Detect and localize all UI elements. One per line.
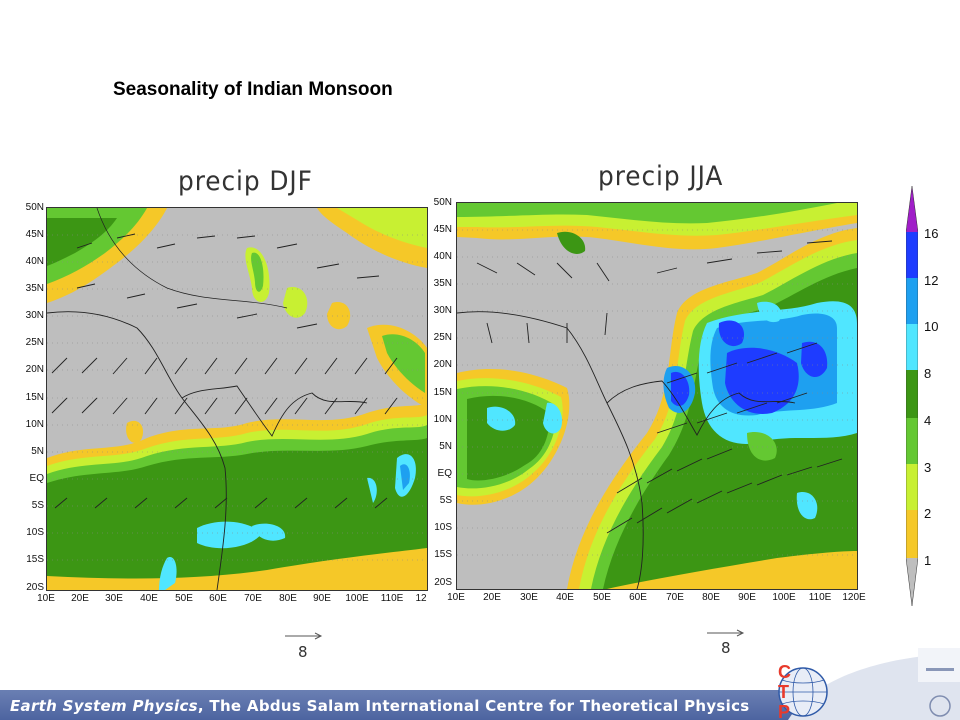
- colorbar-segment: [906, 278, 918, 324]
- footer-rest: , The Abdus Salam International Centre f…: [197, 697, 750, 715]
- lon-label: 40E: [556, 592, 574, 603]
- lon-label: 60E: [629, 592, 647, 603]
- lon-label: 30E: [105, 593, 123, 604]
- colorbar-top-triangle: [906, 186, 918, 232]
- lon-label: 70E: [244, 593, 262, 604]
- lat-label: 5S: [439, 495, 452, 506]
- colorbar-label: 3: [924, 460, 932, 475]
- jja-map-graphic: [457, 203, 857, 589]
- lat-label: 10S: [26, 527, 44, 538]
- colorbar-segment: [906, 370, 918, 418]
- lon-label: 50E: [175, 593, 193, 604]
- lon-label: 50E: [593, 592, 611, 603]
- jja-precip-map: [456, 202, 858, 590]
- lon-label: 90E: [313, 593, 331, 604]
- lat-label: 30N: [433, 305, 452, 316]
- lat-label: 25N: [433, 332, 452, 343]
- lat-label: 20S: [26, 582, 44, 593]
- lat-label: 15N: [25, 392, 44, 403]
- colorbar-segment: [906, 418, 918, 464]
- djf-precip-map: [46, 207, 428, 591]
- lat-label: EQ: [29, 473, 44, 484]
- lat-label: 5N: [439, 441, 452, 452]
- lat-label: 45N: [25, 229, 44, 240]
- lat-label: EQ: [437, 468, 452, 479]
- lon-label: 40E: [140, 593, 158, 604]
- lon-label: 80E: [279, 593, 297, 604]
- lon-label: 20E: [71, 593, 89, 604]
- colorbar-segment: [906, 232, 918, 278]
- logo-letter: T: [778, 682, 789, 702]
- lat-label: 20N: [25, 364, 44, 375]
- jja-map-title: precip JJA: [598, 161, 724, 192]
- lon-label: 120E: [842, 592, 866, 603]
- colorbar-label: 8: [924, 366, 932, 381]
- colorbar-label: 1: [924, 553, 932, 568]
- lon-label: 10E: [37, 593, 55, 604]
- colorbar-segment: [906, 510, 918, 558]
- djf-reference-vector-arrow: [285, 632, 323, 640]
- colorbar-bottom-triangle: [906, 558, 918, 606]
- lon-label: 30E: [520, 592, 538, 603]
- lon-label: 110E: [808, 592, 832, 603]
- lat-label: 30N: [25, 310, 44, 321]
- lat-label: 10N: [25, 419, 44, 430]
- djf-map-graphic: [47, 208, 427, 590]
- logo-letter: C: [778, 662, 791, 682]
- lon-label: 100E: [772, 592, 796, 603]
- colorbar-label: 16: [924, 226, 939, 241]
- lat-label: 25N: [25, 337, 44, 348]
- lon-label: 10E: [447, 592, 465, 603]
- logo-letter: P: [778, 702, 790, 720]
- precip-colorbar: [906, 186, 918, 606]
- colorbar-segment: [906, 324, 918, 370]
- lon-label: 110E: [380, 593, 404, 604]
- lon-label: 12: [415, 593, 427, 604]
- lon-label: 70E: [666, 592, 684, 603]
- lon-label: 90E: [738, 592, 756, 603]
- colorbar-label: 2: [924, 506, 932, 521]
- lat-label: 35N: [433, 278, 452, 289]
- colorbar-label: 10: [924, 319, 939, 334]
- lat-label: 10N: [433, 414, 452, 425]
- lon-label: 100E: [345, 593, 369, 604]
- djf-map-title: precip DJF: [178, 166, 313, 197]
- lon-label: 80E: [702, 592, 720, 603]
- colorbar-label: 12: [924, 273, 939, 288]
- lat-label: 5N: [31, 446, 44, 457]
- jja-reference-vector-label: 8: [721, 639, 731, 657]
- colorbar-segment: [906, 464, 918, 510]
- un-emblem-icon: [929, 695, 951, 717]
- lat-label: 10S: [434, 522, 452, 533]
- lat-label: 50N: [25, 202, 44, 213]
- lat-label: 20N: [433, 359, 452, 370]
- lat-label: 45N: [433, 224, 452, 235]
- lon-label: 20E: [483, 592, 501, 603]
- jja-reference-vector-arrow: [707, 629, 745, 637]
- ictp-logo: C T P: [778, 648, 960, 720]
- lat-label: 40N: [25, 256, 44, 267]
- lat-label: 20S: [434, 577, 452, 588]
- slide-title: Seasonality of Indian Monsoon: [113, 79, 393, 100]
- lat-label: 40N: [433, 251, 452, 262]
- lat-label: 15N: [433, 387, 452, 398]
- djf-reference-vector-label: 8: [298, 643, 308, 661]
- lat-label: 5S: [31, 500, 44, 511]
- lat-label: 15S: [434, 549, 452, 560]
- lat-label: 50N: [433, 197, 452, 208]
- lat-label: 15S: [26, 554, 44, 565]
- lat-label: 35N: [25, 283, 44, 294]
- footer-italic: Earth System Physics: [10, 697, 198, 715]
- colorbar-label: 4: [924, 413, 932, 428]
- lon-label: 60E: [209, 593, 227, 604]
- footer-text: Earth System Physics, The Abdus Salam In…: [10, 697, 750, 715]
